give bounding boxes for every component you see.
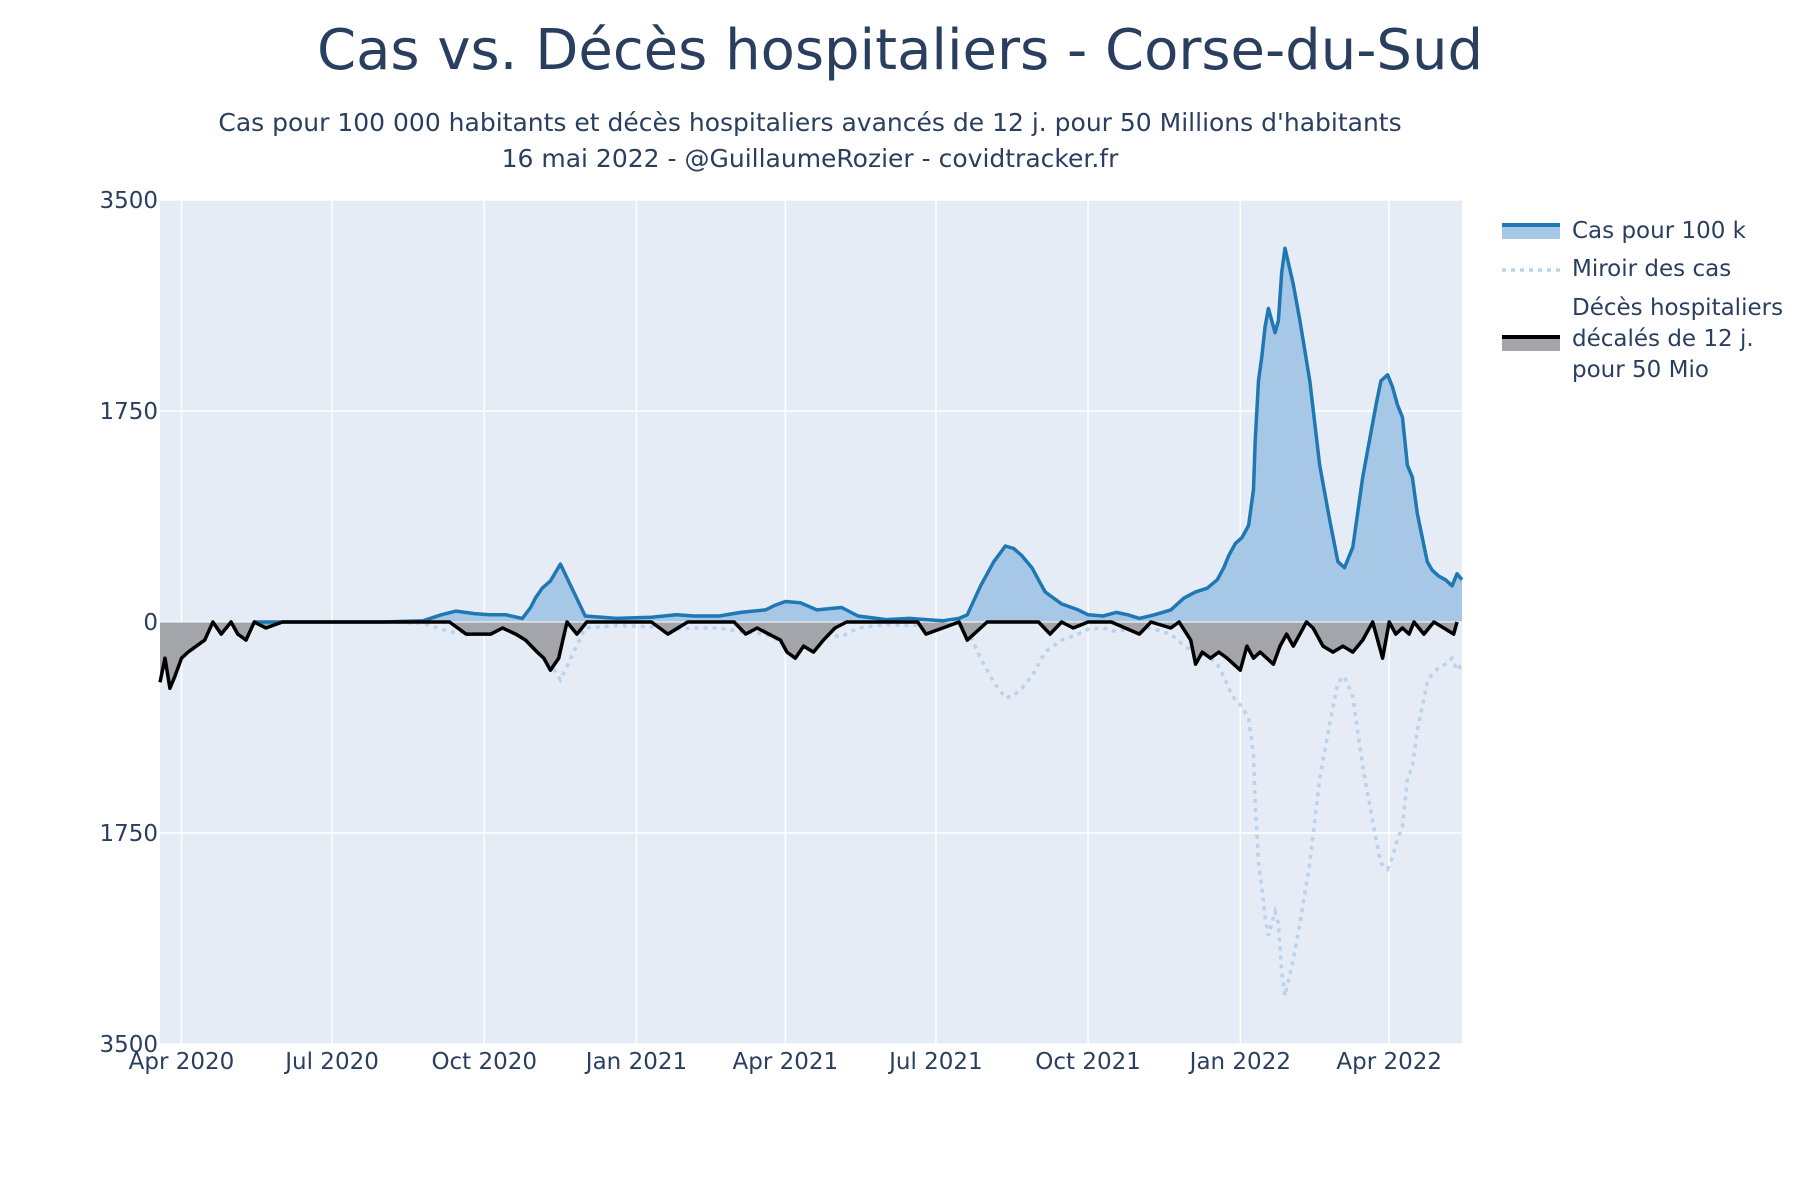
series-layer bbox=[158, 246, 1464, 997]
y-tick-label: 3500 bbox=[99, 1032, 158, 1058]
legend-swatch-deaths-fill bbox=[1502, 337, 1560, 351]
x-tick-label: Apr 2022 bbox=[1336, 1049, 1442, 1075]
cases-area bbox=[254, 248, 1462, 622]
legend[interactable]: Cas pour 100 k Miroir des cas Décès hosp… bbox=[1502, 218, 1783, 383]
legend-label-deaths-3: pour 50 Mio bbox=[1572, 357, 1709, 383]
x-tick-label: Oct 2020 bbox=[431, 1049, 537, 1075]
legend-label-deaths-2: décalés de 12 j. bbox=[1572, 326, 1754, 352]
legend-label-cases: Cas pour 100 k bbox=[1572, 218, 1747, 244]
x-tick-label: Jul 2021 bbox=[887, 1049, 983, 1075]
y-tick-label: 1750 bbox=[99, 399, 158, 425]
deaths-line bbox=[158, 620, 1459, 691]
axes: Apr 2020 Jul 2020 Oct 2020 Jan 2021 Apr 2021… bbox=[99, 188, 1442, 1075]
legend-item-deaths[interactable]: Décès hospitaliers décalés de 12 j. pour… bbox=[1502, 295, 1783, 383]
chart-source-line: 16 mai 2022 - @GuillaumeRozier - covidtr… bbox=[501, 144, 1119, 173]
legend-swatch-cases-fill bbox=[1502, 225, 1560, 239]
legend-label-deaths-1: Décès hospitaliers bbox=[1572, 295, 1783, 321]
y-tick-label: 3500 bbox=[99, 188, 158, 214]
chart-title: Cas vs. Décès hospitaliers - Corse-du-Su… bbox=[316, 18, 1484, 83]
legend-item-cases[interactable]: Cas pour 100 k bbox=[1502, 218, 1747, 244]
x-tick-label: Jan 2022 bbox=[1188, 1049, 1291, 1075]
x-tick-label: Apr 2021 bbox=[733, 1049, 839, 1075]
deaths-area bbox=[160, 622, 1457, 689]
cases-line bbox=[254, 246, 1464, 624]
y-tick-label: 1750 bbox=[99, 821, 158, 847]
legend-label-mirror: Miroir des cas bbox=[1572, 256, 1731, 282]
x-tick-label: Jul 2020 bbox=[283, 1049, 379, 1075]
x-tick-label: Apr 2020 bbox=[129, 1049, 235, 1075]
legend-item-mirror[interactable]: Miroir des cas bbox=[1502, 256, 1731, 282]
chart-subtitle: Cas pour 100 000 habitants et décès hosp… bbox=[218, 108, 1402, 137]
x-tick-label: Oct 2021 bbox=[1035, 1049, 1141, 1075]
y-tick-label: 0 bbox=[143, 610, 158, 636]
x-tick-label: Jan 2021 bbox=[584, 1049, 687, 1075]
